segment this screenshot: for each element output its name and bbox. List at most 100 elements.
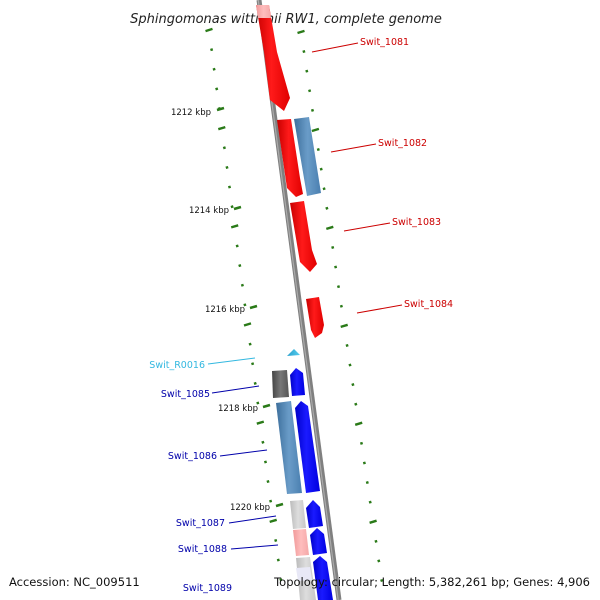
- outer-tick-26: [374, 539, 378, 543]
- outer-tick-12: [334, 265, 338, 269]
- outer-tick-11: [331, 245, 335, 249]
- scale-label-1212: 1212 kbp: [171, 108, 211, 118]
- gene-swit-1083[interactable]: [290, 201, 317, 272]
- inner-tick-24: [269, 499, 273, 503]
- gene-swit-1081-head: [256, 5, 271, 18]
- forward-genes: [256, 5, 324, 338]
- label-swit-r0016[interactable]: Swit_R0016: [149, 360, 205, 371]
- gene-swit-1087-grey[interactable]: [290, 500, 306, 529]
- inner-tick-11: [235, 244, 239, 248]
- inner-tick-23: [266, 480, 270, 484]
- label-swit-1085[interactable]: Swit_1085: [161, 389, 210, 400]
- outer-tick-6: [316, 148, 320, 152]
- outer-tick-22: [362, 461, 366, 465]
- outer-tick-9: [325, 206, 329, 210]
- gene-swit-1087[interactable]: [306, 500, 323, 528]
- outer-tick-1: [302, 50, 306, 54]
- gene-swit-1089[interactable]: [313, 556, 333, 600]
- inner-tick-1: [210, 48, 214, 52]
- outer-tick-3: [308, 89, 312, 93]
- inner-tick-22: [263, 460, 268, 464]
- label-swit-1082[interactable]: Swit_1082: [378, 138, 427, 149]
- inner-tick-8: [227, 185, 232, 189]
- inner-tick-10: [230, 224, 239, 229]
- inner-tick-17: [251, 362, 255, 366]
- scale-label-1214: 1214 kbp: [189, 206, 229, 216]
- inner-tick-27: [276, 558, 280, 562]
- gene-swit-1089-light: [296, 567, 312, 581]
- outer-tick-marks: [297, 29, 384, 583]
- gene-swit-1081[interactable]: [256, 5, 290, 111]
- inner-tick-28: [279, 578, 283, 582]
- scale-label-1218: 1218 kbp: [218, 404, 258, 414]
- outer-tick-10: [325, 225, 334, 231]
- gene-swit-1088-pink[interactable]: [293, 529, 309, 556]
- topology-text: Topology: circular; Length: 5,382,261 bp…: [273, 575, 590, 589]
- outer-tick-7: [319, 167, 323, 171]
- outer-tick-13: [336, 285, 341, 289]
- gene-swit-1084[interactable]: [306, 297, 324, 338]
- label-swit-1083[interactable]: Swit_1083: [392, 217, 441, 228]
- outer-tick-5: [311, 127, 320, 133]
- gene-swit-1086[interactable]: [295, 401, 320, 493]
- label-swit-1087[interactable]: Swit_1087: [176, 518, 225, 529]
- outer-tick-20: [354, 421, 363, 426]
- inner-tick-18: [253, 381, 257, 385]
- inner-tick-21: [261, 440, 265, 444]
- major-scale-ticks: [216, 106, 284, 508]
- outer-tick-28: [380, 578, 384, 583]
- gene-swit-1082-blue[interactable]: [294, 117, 321, 196]
- label-swit-1089[interactable]: Swit_1089: [183, 583, 232, 594]
- gene-swit-r0016[interactable]: [287, 349, 300, 356]
- outer-tick-14: [339, 304, 343, 308]
- inner-tick-12: [238, 264, 242, 268]
- outer-tick-27: [377, 559, 381, 563]
- reverse-genes: [272, 349, 333, 600]
- outer-tick-8: [322, 187, 326, 191]
- label-leader-lines: [207, 42, 403, 550]
- outer-tick-15: [340, 323, 349, 329]
- inner-tick-25: [269, 518, 278, 524]
- gene-labels: Swit_1081 Swit_1082 Swit_1083 Swit_1084 …: [149, 37, 453, 594]
- scale-label-1220: 1220 kbp: [230, 503, 270, 513]
- label-swit-1088[interactable]: Swit_1088: [178, 544, 227, 555]
- map-title: Sphingomonas wittichii RW1, complete gen…: [130, 12, 442, 27]
- outer-tick-0: [297, 29, 305, 35]
- inner-tick-13: [240, 283, 244, 287]
- inner-tick-9: [230, 205, 234, 209]
- inner-tick-20: [256, 420, 265, 425]
- outer-tick-17: [348, 363, 352, 367]
- inner-tick-0: [205, 27, 213, 33]
- inner-tick-2: [212, 67, 216, 71]
- outer-tick-18: [351, 383, 355, 387]
- inner-tick-6: [222, 146, 226, 150]
- outer-tick-21: [359, 441, 364, 445]
- inner-tick-3: [215, 87, 219, 91]
- inner-tick-marks: [205, 27, 283, 582]
- inner-tick-15: [243, 322, 252, 327]
- gene-swit-1088[interactable]: [310, 528, 327, 555]
- scale-label-1216: 1216 kbp: [205, 305, 245, 315]
- label-swit-1081[interactable]: Swit_1081: [360, 37, 409, 48]
- gene-swit-1082[interactable]: [277, 119, 303, 197]
- label-swit-1084[interactable]: Swit_1084: [404, 299, 453, 310]
- gene-swit-1086-blue[interactable]: [276, 401, 302, 494]
- gene-swit-1085-grey[interactable]: [272, 370, 289, 398]
- scale-labels: 1212 kbp 1214 kbp 1216 kbp 1218 kbp 1220…: [171, 108, 270, 513]
- inner-tick-7: [225, 165, 229, 169]
- outer-tick-4: [310, 108, 315, 112]
- outer-tick-2: [305, 69, 309, 73]
- inner-tick-19: [256, 401, 260, 405]
- outer-tick-23: [365, 481, 369, 485]
- label-swit-1086[interactable]: Swit_1086: [168, 451, 217, 462]
- inner-tick-16: [248, 342, 252, 346]
- inner-tick-26: [274, 538, 278, 542]
- gene-swit-1085[interactable]: [290, 368, 305, 396]
- accession-text: Accession: NC_009511: [9, 575, 140, 589]
- inner-tick-14: [243, 303, 247, 307]
- outer-tick-24: [368, 500, 372, 504]
- outer-tick-19: [354, 402, 358, 406]
- outer-tick-16: [345, 343, 349, 347]
- outer-tick-25: [369, 519, 377, 524]
